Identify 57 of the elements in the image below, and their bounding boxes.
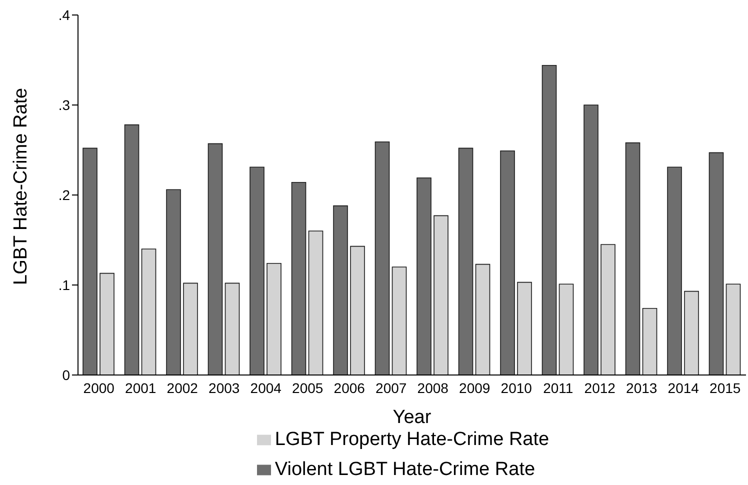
y-tick-label: 0 xyxy=(62,366,70,383)
bar xyxy=(600,244,616,375)
bar xyxy=(291,182,306,375)
bar xyxy=(726,284,741,375)
x-tick-label: 2007 xyxy=(376,380,407,396)
bar xyxy=(475,264,490,375)
y-axis-title: LGBT Hate-Crime Rate xyxy=(10,88,32,285)
x-tick-label: 2009 xyxy=(459,380,490,396)
legend-label: Violent LGBT Hate-Crime Rate xyxy=(274,459,536,480)
x-tick-label: 2014 xyxy=(668,380,700,396)
x-tick-label: 2005 xyxy=(292,380,324,396)
y-tick-label: .4 xyxy=(58,6,70,23)
bar xyxy=(517,282,532,375)
x-tick-label: 2010 xyxy=(500,380,532,396)
x-tick-label: 2000 xyxy=(83,380,115,396)
x-tick-label: 2001 xyxy=(125,380,156,396)
bar xyxy=(584,104,598,375)
x-tick-label: 2015 xyxy=(710,380,741,396)
x-tick-label: 2006 xyxy=(334,380,366,396)
x-tick-label: 2002 xyxy=(166,380,198,396)
bar xyxy=(500,150,515,375)
bar xyxy=(224,282,240,375)
bar xyxy=(708,152,724,375)
bar xyxy=(642,308,658,375)
x-tick-label: 2004 xyxy=(250,380,282,396)
x-tick-label: 2013 xyxy=(626,380,658,396)
bar xyxy=(350,246,365,375)
bar xyxy=(250,166,264,375)
bar xyxy=(308,230,324,375)
bar xyxy=(100,272,114,375)
y-tick-label: .2 xyxy=(58,186,70,203)
bar xyxy=(392,266,407,375)
bar xyxy=(434,215,448,375)
bar xyxy=(558,284,574,375)
x-tick-label: 2008 xyxy=(417,380,449,396)
legend-label: LGBT Property Hate-Crime Rate xyxy=(274,429,550,450)
bar xyxy=(82,148,98,375)
bar xyxy=(667,166,682,375)
bar xyxy=(166,189,181,375)
x-axis-title: Year xyxy=(392,407,432,428)
bar xyxy=(124,124,140,375)
x-tick-label: 2003 xyxy=(208,380,240,396)
bar xyxy=(374,142,390,375)
bar xyxy=(266,263,282,375)
bar xyxy=(458,148,474,375)
x-tick-label: 2012 xyxy=(584,380,616,396)
bar xyxy=(416,178,432,375)
bar xyxy=(684,290,699,375)
bar xyxy=(333,205,348,375)
bar xyxy=(141,248,156,375)
bar xyxy=(208,143,223,375)
y-tick-label: .1 xyxy=(58,276,70,293)
bar xyxy=(625,142,640,375)
y-tick-label: .3 xyxy=(58,96,70,113)
bar xyxy=(542,65,557,375)
bar xyxy=(183,282,198,375)
x-tick-label: 2011 xyxy=(543,380,574,396)
